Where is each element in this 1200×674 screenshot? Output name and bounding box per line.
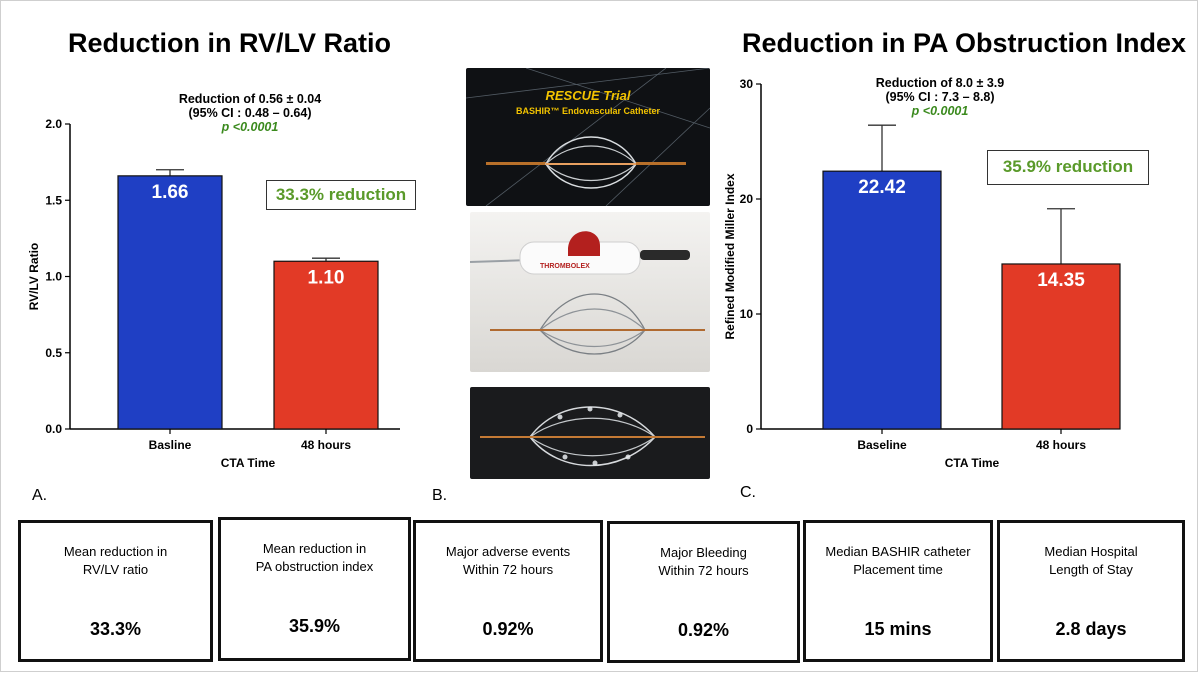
summary-card-label: Major Bleeding Within 72 hours: [658, 545, 749, 578]
summary-card-label: Median Hospital Length of Stay: [1044, 544, 1138, 577]
catheter-photo-device: THROMBOLEX: [470, 212, 710, 372]
summary-card-value: 33.3%: [89, 619, 142, 639]
bar-basline: [117, 175, 223, 430]
y-tick-label: 0: [746, 422, 753, 436]
summary-card-label: Major adverse events Within 72 hours: [445, 544, 571, 577]
bar-baseline: [822, 170, 942, 430]
summary-card-pa-obstruction: Mean reduction in PA obstruction index 35…: [218, 517, 411, 661]
catheter-illustration-1: [466, 68, 710, 206]
panel-a-letter: A.: [32, 487, 48, 504]
panel-a-title: Reduction in RV/LV Ratio: [68, 28, 392, 58]
catheter-illustration-3: [480, 406, 705, 467]
y-tick-label: 20: [740, 192, 754, 206]
x-axis-title: CTA Time: [221, 456, 276, 470]
summary-card-value: 2.8 days: [1055, 619, 1127, 639]
bar-value-label: 14.35: [1037, 270, 1085, 291]
x-axis-title: CTA Time: [945, 456, 1000, 470]
summary-card-value: 35.9%: [288, 616, 341, 636]
thrombolex-brand: THROMBOLEX: [540, 263, 590, 270]
panel-c-letter: C.: [740, 484, 756, 501]
summary-card-length-of-stay: Median Hospital Length of Stay 2.8 days: [997, 520, 1185, 662]
y-axis-title: RV/LV Ratio: [27, 243, 41, 311]
y-axis-title: Refined Modified Miller Index: [723, 173, 737, 339]
summary-card-rvlv: Mean reduction in RV/LV ratio 33.3%: [18, 520, 213, 662]
summary-card-bleeding: Major Bleeding Within 72 hours 0.92%: [607, 521, 800, 663]
bar-value-label: 1.10: [308, 267, 345, 288]
y-tick-label: 0.5: [45, 346, 62, 360]
bar-value-label: 1.66: [152, 182, 189, 203]
x-tick-label: 48 hours: [1036, 438, 1086, 452]
y-tick-label: 2.0: [45, 117, 62, 131]
catheter-illustration-2: THROMBOLEX: [470, 231, 705, 355]
y-tick-label: 1.5: [45, 193, 62, 207]
summary-card-value: 15 mins: [864, 619, 932, 639]
panel-a-stats-ci: (95% CI : 0.48 – 0.64): [188, 106, 312, 120]
x-tick-label: Basline: [149, 438, 192, 452]
panel-c-stats-reduction: Reduction of 8.0 ± 3.9: [875, 76, 1005, 90]
summary-card-placement-time: Median BASHIR catheter Placement time 15 …: [803, 520, 993, 662]
panel-b-letter: B.: [432, 487, 448, 504]
panel-c-stats: Reduction of 8.0 ± 3.9 (95% CI : 7.3 – 8…: [840, 76, 1040, 118]
summary-card-label: Median BASHIR catheter Placement time: [825, 544, 971, 577]
x-tick-label: 48 hours: [301, 438, 351, 452]
panel-a-p-value: p <0.0001: [221, 120, 279, 134]
summary-card-adverse-events: Major adverse events Within 72 hours 0.92…: [413, 520, 603, 662]
summary-card-label: Mean reduction in PA obstruction index: [255, 541, 374, 574]
panel-a-stats: Reduction of 0.56 ± 0.04 (95% CI : 0.48 …: [150, 92, 350, 134]
summary-card-label: Mean reduction in RV/LV ratio: [63, 544, 168, 577]
panel-c-reduction-box: 35.9% reduction: [987, 150, 1149, 185]
rescue-trial-title: RESCUE Trial: [545, 88, 631, 103]
y-tick-label: 1.0: [45, 270, 62, 284]
y-tick-label: 0.0: [45, 422, 62, 436]
rescue-trial-subtitle: BASHIR™ Endovascular Catheter: [515, 106, 661, 116]
summary-card-value: 0.92%: [677, 620, 730, 640]
y-tick-label: 30: [740, 77, 754, 91]
catheter-photo-rescue: RESCUE Trial BASHIR™ Endovascular Cathet…: [466, 68, 710, 206]
bar-value-label: 22.42: [858, 177, 906, 198]
y-tick-label: 10: [740, 307, 754, 321]
summary-card-value: 0.92%: [482, 619, 534, 639]
panel-c-stats-ci: (95% CI : 7.3 – 8.8): [885, 90, 995, 104]
x-tick-label: Baseline: [857, 438, 907, 452]
panel-a-stats-reduction: Reduction of 0.56 ± 0.04: [178, 92, 322, 106]
catheter-photo-expanded: [470, 387, 710, 479]
panel-a-reduction-box: 33.3% reduction: [266, 180, 416, 210]
bar-48-hours: [1001, 263, 1121, 430]
bar-48-hours: [273, 260, 379, 430]
panel-c-title: Reduction in PA Obstruction Index: [742, 28, 1187, 58]
panel-c-p-value: p <0.0001: [911, 104, 969, 118]
